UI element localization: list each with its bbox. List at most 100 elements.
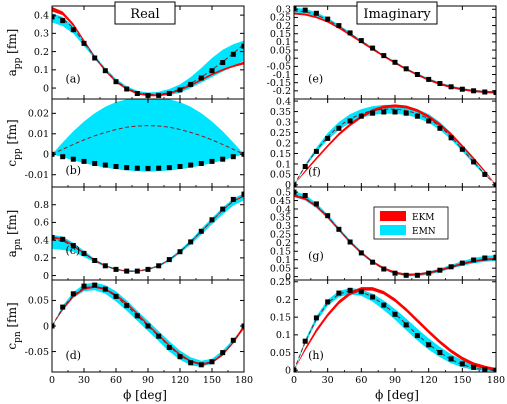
data-point-square xyxy=(124,165,130,171)
y-axis-title-unit: [fm] xyxy=(5,119,19,148)
data-point-square xyxy=(325,213,331,219)
data-point-square xyxy=(471,88,477,94)
data-point-square xyxy=(188,162,194,168)
y-tick-label: 0.2 xyxy=(34,47,49,58)
y-tick-label: 0 xyxy=(43,321,49,332)
data-point-square xyxy=(302,338,308,344)
data-point-square xyxy=(102,263,108,269)
y-tick-label: 0.5 xyxy=(276,187,291,198)
data-point-square xyxy=(60,18,66,24)
data-point-square xyxy=(358,289,364,295)
y-tick-label: 0.05 xyxy=(270,45,291,56)
y-tick-label: 0.6 xyxy=(34,218,49,229)
y-tick-label: -0.2 xyxy=(273,86,291,97)
data-point-square xyxy=(336,125,342,131)
data-point-square xyxy=(177,87,183,93)
y-axis-title-main: a xyxy=(5,69,19,76)
y-tick-label: -0.15 xyxy=(267,78,291,89)
data-point-square xyxy=(134,313,140,319)
data-point-square xyxy=(437,81,443,86)
y-tick-label: 0 xyxy=(43,271,49,282)
panel-f: 00.050.10.150.20.250.30.350.4 (f) xyxy=(270,96,497,191)
y-tick-label: 0 xyxy=(43,150,49,161)
panel-b: -0.01 0 0.01 0.02 (b) cpp [fm] xyxy=(5,98,245,188)
data-point-square xyxy=(403,272,409,278)
data-point-square xyxy=(113,79,119,85)
data-point-square xyxy=(459,260,465,266)
panel-tag-d: (d) xyxy=(65,349,81,362)
data-point-square xyxy=(437,350,443,355)
y-tick-label: 0.1 xyxy=(276,330,291,341)
plot-area xyxy=(294,189,496,278)
y-tick-label: 0.45 xyxy=(270,196,291,207)
y-tick-label: 0.3 xyxy=(34,29,49,40)
y-tick-label: 0.25 xyxy=(270,277,291,288)
y-axis-title-d: cpn [fm] xyxy=(5,302,23,349)
x-axis-title-right: ϕ [deg] xyxy=(375,388,419,402)
data-point-square xyxy=(347,287,353,293)
panels: 00.10.20.30.4(a)app [fm]-0.0100.010.02(b… xyxy=(5,5,505,386)
y-axis-title-unit: [fm] xyxy=(5,302,19,331)
panel-tag-a: (a) xyxy=(65,72,80,85)
band-emn xyxy=(294,7,496,94)
y-tick-label: 0.15 xyxy=(270,247,291,258)
data-point-square xyxy=(347,118,353,124)
data-point-square xyxy=(426,76,432,82)
data-point-square xyxy=(145,323,151,329)
data-point-square xyxy=(198,228,204,234)
data-point-square xyxy=(347,239,353,245)
data-point-square xyxy=(392,59,398,65)
panel-tag-c: (c) xyxy=(65,244,80,257)
legend-label-emn: EMN xyxy=(412,227,436,237)
y-tick-label: 0.4 xyxy=(34,235,49,246)
data-point-square xyxy=(113,293,119,299)
data-point-square xyxy=(134,91,140,96)
data-point-square xyxy=(220,156,226,162)
data-point-square xyxy=(198,362,204,368)
data-point-square xyxy=(60,154,66,160)
data-point-square xyxy=(52,235,55,240)
plot-area xyxy=(294,287,496,372)
data-point-square xyxy=(347,30,353,36)
panel-c: 0 0.2 0.4 0.6 0.8 (c) apn [fm] xyxy=(5,186,245,282)
data-point-square xyxy=(381,53,387,59)
data-point-square xyxy=(81,40,87,46)
data-point-square xyxy=(471,257,477,263)
data-point-square xyxy=(113,164,119,169)
data-point-square xyxy=(156,165,162,171)
y-tick-label: 0.2 xyxy=(276,238,291,249)
data-point-square xyxy=(381,266,387,272)
y-tick-label: 0.2 xyxy=(34,253,49,264)
data-point-square xyxy=(403,110,409,116)
data-point-square xyxy=(60,236,66,242)
y-tick-label: 0.4 xyxy=(276,204,291,215)
x-tick-label: 60 xyxy=(110,375,122,386)
y-axis-title-main: c xyxy=(5,160,19,167)
data-point-square xyxy=(81,283,87,289)
data-point-square xyxy=(177,164,183,169)
data-point-square xyxy=(482,255,488,261)
data-point-square xyxy=(437,267,443,273)
y-tick-label: 0.25 xyxy=(270,13,291,24)
y-axis-title-sub: pn xyxy=(13,238,23,250)
y-tick-label: 0.05 xyxy=(270,170,291,181)
data-point-square xyxy=(459,146,465,152)
data-point-square xyxy=(403,66,409,72)
y-tick-label: 0 xyxy=(285,54,291,65)
y-axis-title-unit: [fm] xyxy=(5,210,19,239)
data-point-square xyxy=(209,217,215,223)
x-tick-label: 150 xyxy=(203,375,221,386)
x-tick-label: 180 xyxy=(487,375,505,386)
dashed-line xyxy=(52,125,244,155)
data-point-square xyxy=(370,294,376,300)
plot-area xyxy=(52,6,244,98)
y-tick-label: 0.2 xyxy=(276,295,291,306)
band-emn xyxy=(294,104,496,185)
data-point-square xyxy=(313,201,319,207)
data-point-square xyxy=(188,81,194,87)
y-tick-label: 0.1 xyxy=(276,159,291,170)
data-point-square xyxy=(325,135,331,141)
data-point-square xyxy=(198,161,204,166)
data-point-square xyxy=(188,239,194,245)
data-point-square xyxy=(81,250,87,256)
